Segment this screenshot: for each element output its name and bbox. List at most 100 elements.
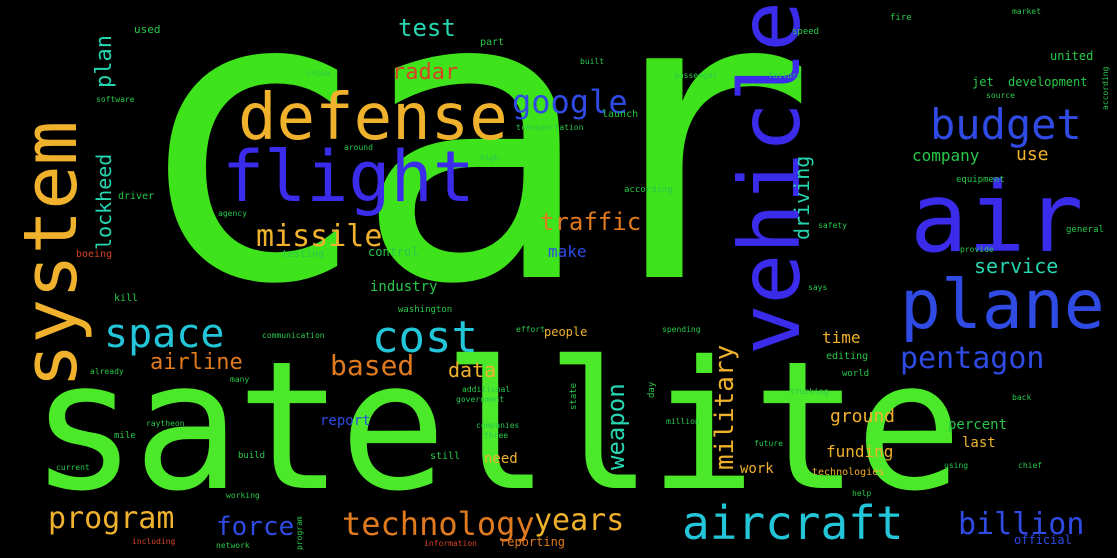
word-funding: funding: [826, 442, 894, 461]
word-market: market: [1012, 7, 1041, 16]
word-editing: editing: [826, 351, 869, 362]
word-future: future: [754, 439, 783, 448]
word-technologies: technologies: [812, 467, 885, 478]
word-united: united: [1050, 49, 1094, 63]
word-trucking: trucking: [790, 387, 829, 396]
word-use: use: [1016, 144, 1049, 165]
word-car: car: [130, 0, 816, 372]
word-including: including: [132, 537, 176, 546]
word-still: still: [430, 451, 461, 462]
word-three: three: [484, 431, 509, 440]
word-million: million: [666, 417, 700, 426]
word-raytheon: raytheon: [146, 419, 185, 428]
word-technology: technology: [342, 505, 535, 543]
word-build: build: [238, 451, 266, 461]
word-official: official: [1014, 533, 1072, 547]
word-spending: spending: [662, 325, 701, 334]
word-chief: chief: [1018, 461, 1043, 470]
word-missile: missile: [256, 219, 383, 254]
word-according: according: [624, 185, 673, 195]
word-agency: agency: [218, 209, 247, 218]
word-additional: additional: [462, 385, 511, 394]
word-part: part: [480, 37, 505, 48]
word-fire: fire: [890, 13, 912, 23]
word-testing: testing: [282, 249, 325, 260]
word-around: around: [344, 143, 373, 152]
word-military: military: [710, 344, 740, 470]
word-plan: plan: [92, 35, 117, 88]
word-space: space: [104, 311, 225, 357]
word-driving: driving: [790, 155, 814, 240]
word-used: used: [134, 23, 161, 36]
word-jet: jet: [972, 75, 994, 89]
word-world: world: [842, 369, 870, 379]
word-need: need: [484, 451, 518, 467]
word-driver: driver: [118, 191, 155, 202]
word-force: force: [216, 512, 295, 542]
word-according2: according: [1101, 66, 1110, 110]
word-provide: provide: [960, 245, 994, 254]
word-plane: plane: [900, 266, 1105, 345]
word-test: test: [398, 14, 456, 42]
word-based: based: [330, 349, 415, 382]
word-radar: radar: [392, 60, 459, 85]
word-google: google: [512, 83, 628, 121]
word-cost: cost: [372, 312, 478, 363]
word-control: control: [368, 245, 419, 259]
word-development: development: [1008, 75, 1088, 89]
word-service: service: [974, 254, 1059, 278]
word-day: day: [647, 381, 657, 398]
word-speed: speed: [792, 27, 820, 37]
word-weapon: weapon: [602, 383, 630, 470]
word-effort: effort: [516, 325, 545, 334]
word-percent: percent: [948, 417, 1008, 433]
word-aircraft: aircraft: [682, 496, 904, 550]
word-ground: ground: [830, 406, 896, 427]
word-government: government: [456, 395, 505, 404]
word-source: source: [986, 91, 1015, 100]
word-last: last: [962, 435, 996, 451]
word-china: china: [306, 69, 331, 78]
word-report: report: [320, 413, 371, 429]
word-flight: flight: [222, 136, 475, 218]
word-software: software: [96, 95, 135, 104]
word-companies: companies: [476, 421, 520, 430]
word-using: using: [944, 461, 969, 470]
word-equipment: equipment: [956, 175, 1005, 185]
word-reporting: reporting: [500, 535, 566, 549]
word-traffic: traffic: [540, 208, 642, 236]
word-safety: safety: [818, 221, 847, 230]
word-lockheed: lockheed: [92, 153, 116, 250]
word-program: program: [48, 501, 175, 536]
word-washington: washington: [398, 305, 453, 315]
word-general: general: [1066, 225, 1104, 235]
word-many: many: [230, 375, 250, 384]
word-state: state: [569, 382, 579, 410]
word-years: years: [534, 503, 625, 538]
word-says: says: [808, 283, 828, 292]
word-pentagon: pentagon: [900, 341, 1045, 376]
word-built: built: [580, 57, 605, 66]
word-already: already: [90, 367, 124, 376]
word-transportation: transportation: [516, 123, 584, 132]
word-work: work: [740, 461, 774, 477]
word-information: information: [424, 539, 477, 548]
word-budget: budget: [930, 100, 1082, 149]
word-network: network: [216, 541, 250, 550]
word-program2: program: [295, 516, 304, 550]
word-industry: industry: [370, 279, 438, 295]
word-mile: mile: [114, 431, 136, 441]
word-help: help: [852, 489, 872, 498]
word-company: company: [912, 146, 980, 165]
word-satellite: satellite: [30, 323, 962, 530]
word-make: make: [548, 242, 587, 261]
word-data: data: [448, 358, 497, 382]
word-high: high: [480, 153, 500, 162]
word-airline: airline: [150, 350, 243, 375]
word-time: time: [822, 328, 861, 347]
word-communication: communication: [262, 331, 325, 340]
word-defense: defense: [238, 81, 508, 155]
word-back: back: [1012, 393, 1032, 402]
word-working: working: [226, 491, 260, 500]
